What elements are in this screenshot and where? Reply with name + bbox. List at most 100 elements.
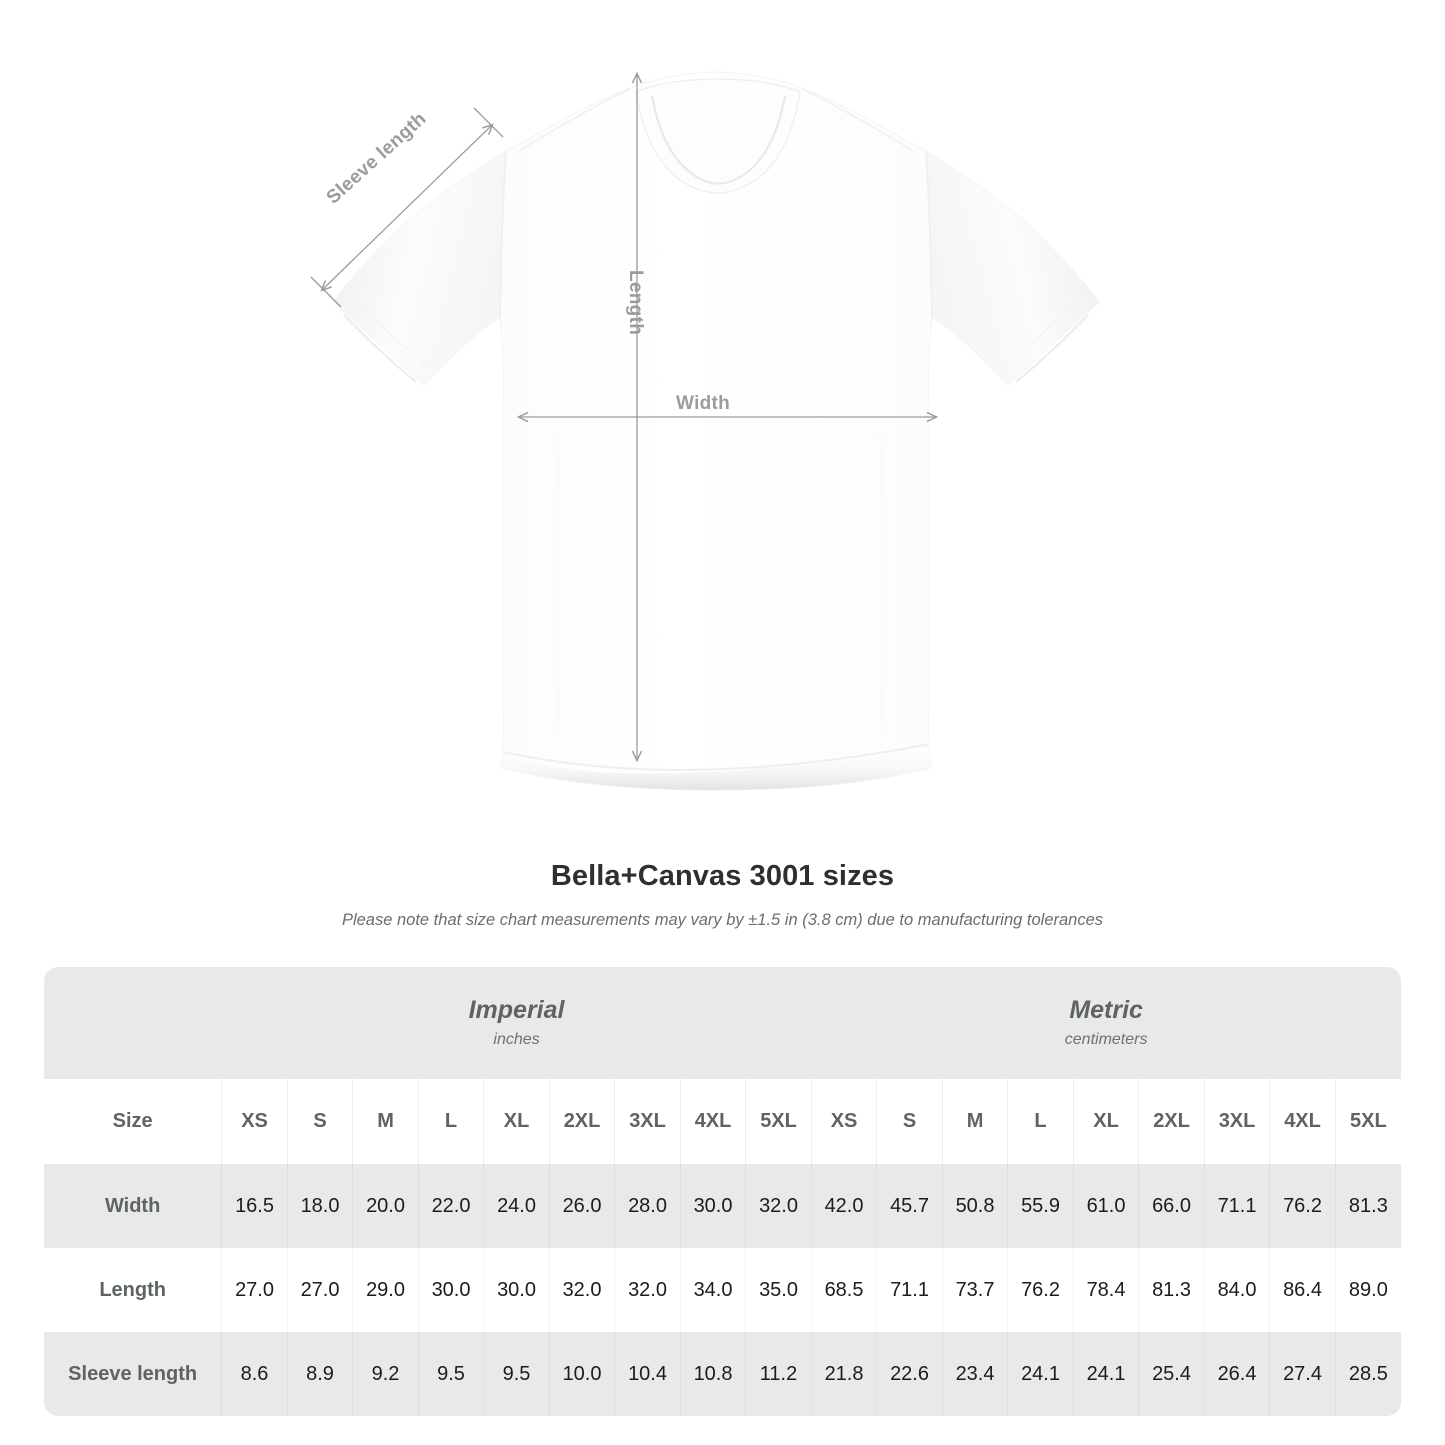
measurement-cell: 20.0 xyxy=(352,1164,419,1248)
unit-banner-spacer xyxy=(44,967,222,1079)
measurement-cell: 30.0 xyxy=(417,1248,484,1332)
measurement-cell: 68.5 xyxy=(810,1248,877,1332)
measurement-cell: 32.0 xyxy=(745,1164,812,1248)
measurement-cell: 23.4 xyxy=(941,1332,1008,1416)
measurement-cell: 10.4 xyxy=(614,1332,681,1416)
sleeve-length-arrow xyxy=(322,125,492,290)
measurement-cell: 29.0 xyxy=(352,1248,419,1332)
measurement-cell: 8.9 xyxy=(286,1332,353,1416)
measurement-cell: 21.8 xyxy=(810,1332,877,1416)
size-column-header: 5XL xyxy=(745,1079,812,1164)
measurement-cell: 22.0 xyxy=(417,1164,484,1248)
row-label: Length xyxy=(44,1248,222,1332)
table-row: Width 16.5 18.0 20.0 22.0 24.0 26.0 28.0 30.0 32.… xyxy=(44,1164,1401,1248)
measurement-cell: 81.3 xyxy=(1334,1164,1401,1248)
measurement-cell: 24.0 xyxy=(483,1164,550,1248)
size-column-header: M xyxy=(352,1079,419,1164)
measurement-cell: 84.0 xyxy=(1203,1248,1270,1332)
table-row: Sleeve length 8.6 8.9 9.2 9.5 9.5 10.0 10.4 10.8… xyxy=(44,1332,1401,1416)
unit-banner-row: Imperial inches Metric centimeters xyxy=(44,967,1401,1079)
measurement-cell: 50.8 xyxy=(941,1164,1008,1248)
measurement-cell: 81.3 xyxy=(1138,1248,1205,1332)
size-column-header: XL xyxy=(483,1079,550,1164)
measurement-cell: 78.4 xyxy=(1072,1248,1139,1332)
measurement-cell: 76.2 xyxy=(1269,1164,1336,1248)
sleeve-cap-top xyxy=(473,107,504,138)
measurement-cell: 9.5 xyxy=(483,1332,550,1416)
unit-header-metric: Metric centimeters xyxy=(811,967,1401,1079)
size-column-header: XS xyxy=(810,1079,877,1164)
measurement-cell: 66.0 xyxy=(1138,1164,1205,1248)
measurement-arrows xyxy=(310,74,936,760)
table-row: Length 27.0 27.0 29.0 30.0 30.0 32.0 32.0 34.0 35… xyxy=(44,1248,1401,1332)
measurement-cell: 22.6 xyxy=(876,1332,943,1416)
size-column-header: 5XL xyxy=(1334,1079,1401,1164)
tolerance-note: Please note that size chart measurements… xyxy=(341,911,1104,929)
size-column-header: M xyxy=(941,1079,1008,1164)
measurement-cell: 32.0 xyxy=(614,1248,681,1332)
size-column-header: S xyxy=(876,1079,943,1164)
measurement-cell: 24.1 xyxy=(1072,1332,1139,1416)
measurement-cell: 18.0 xyxy=(286,1164,353,1248)
measurement-cell: 71.1 xyxy=(876,1248,943,1332)
measurement-cell: 73.7 xyxy=(941,1248,1008,1332)
measurement-cell: 9.2 xyxy=(352,1332,419,1416)
unit-sub-imperial: inches xyxy=(493,1030,540,1048)
measurement-cell: 16.5 xyxy=(221,1164,288,1248)
measurement-cell: 89.0 xyxy=(1334,1248,1401,1332)
measurement-cell: 26.0 xyxy=(548,1164,615,1248)
measurement-cell: 28.5 xyxy=(1334,1332,1401,1416)
measurement-cell: 10.0 xyxy=(548,1332,615,1416)
measurement-cell: 8.6 xyxy=(221,1332,288,1416)
size-header-row: Size XS S M L XL 2XL 3XL 4XL 5XL XS S M L XL 2XL 3XL 4XL 5… xyxy=(44,1079,1401,1164)
size-column-header: S xyxy=(286,1079,353,1164)
size-column-header: 3XL xyxy=(614,1079,681,1164)
row-label: Width xyxy=(44,1164,222,1248)
measurement-cell: 61.0 xyxy=(1072,1164,1139,1248)
size-column-header: 4XL xyxy=(1269,1079,1336,1164)
measurement-cell: 9.5 xyxy=(417,1332,484,1416)
size-column-header: 4XL xyxy=(679,1079,746,1164)
sleeve-cap-bottom xyxy=(310,276,342,308)
tshirt-measurement-diagram: Sleeve length Length Width xyxy=(310,71,1100,791)
measurement-cell: 42.0 xyxy=(810,1164,877,1248)
shirt-silhouette xyxy=(332,71,1100,791)
unit-name-imperial: Imperial xyxy=(468,996,565,1025)
size-column-header: 2XL xyxy=(548,1079,615,1164)
size-column-header: 2XL xyxy=(1138,1079,1205,1164)
measurement-cell: 35.0 xyxy=(745,1248,812,1332)
unit-header-imperial: Imperial inches xyxy=(221,967,812,1079)
measurement-cell: 55.9 xyxy=(1007,1164,1074,1248)
measurement-cell: 86.4 xyxy=(1269,1248,1336,1332)
measurement-cell: 27.0 xyxy=(286,1248,353,1332)
size-chart-table-wrapper: Imperial inches Metric centimeters Size XS S M L… xyxy=(44,967,1401,1416)
measurement-cell: 24.1 xyxy=(1007,1332,1074,1416)
size-column-header: L xyxy=(417,1079,484,1164)
measurement-cell: 32.0 xyxy=(548,1248,615,1332)
measurement-cell: 11.2 xyxy=(745,1332,812,1416)
measurement-cell: 71.1 xyxy=(1203,1164,1270,1248)
length-label: Length xyxy=(625,270,646,336)
measurement-cell: 30.0 xyxy=(679,1164,746,1248)
measurement-cell: 26.4 xyxy=(1203,1332,1270,1416)
measurement-cell: 34.0 xyxy=(679,1248,746,1332)
measurement-cell: 27.4 xyxy=(1269,1332,1336,1416)
size-column-header: L xyxy=(1007,1079,1074,1164)
unit-sub-metric: centimeters xyxy=(1064,1030,1148,1048)
size-chart-table: Imperial inches Metric centimeters Size XS S M L… xyxy=(44,967,1401,1416)
tshirt-illustration xyxy=(310,71,1100,791)
page-title: Bella+Canvas 3001 sizes xyxy=(550,860,895,892)
measurement-cell: 25.4 xyxy=(1138,1332,1205,1416)
measurement-cell: 10.8 xyxy=(679,1332,746,1416)
size-header-label: Size xyxy=(44,1079,222,1164)
row-label: Sleeve length xyxy=(44,1332,222,1416)
unit-name-metric: Metric xyxy=(1069,996,1143,1025)
size-column-header: 3XL xyxy=(1203,1079,1270,1164)
measurement-cell: 76.2 xyxy=(1007,1248,1074,1332)
measurement-cell: 27.0 xyxy=(221,1248,288,1332)
measurement-cell: 28.0 xyxy=(614,1164,681,1248)
measurement-cell: 30.0 xyxy=(483,1248,550,1332)
measurement-cell: 45.7 xyxy=(876,1164,943,1248)
size-column-header: XL xyxy=(1072,1079,1139,1164)
width-label: Width xyxy=(676,393,731,414)
